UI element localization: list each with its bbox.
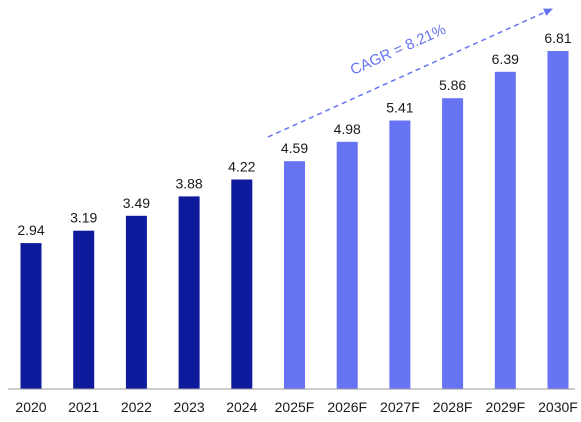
x-tick-2020: 2020 <box>15 399 46 415</box>
bar-2025F <box>284 161 305 389</box>
bar-2027F <box>389 120 411 389</box>
bar-2023 <box>178 196 200 389</box>
x-tick-2028F: 2028F <box>433 399 473 415</box>
bar-2024 <box>231 179 253 389</box>
value-label-2023: 3.88 <box>175 175 202 191</box>
bar-2021 <box>73 230 95 389</box>
x-tick-2026F: 2026F <box>327 399 367 415</box>
x-tick-2022: 2022 <box>121 399 152 415</box>
bar-2028F <box>442 98 464 389</box>
value-label-2026F: 4.98 <box>334 121 361 137</box>
bar-2029F <box>494 71 516 390</box>
value-label-2025F: 4.59 <box>281 140 308 156</box>
value-label-2029F: 6.39 <box>492 51 519 67</box>
x-tick-2030F: 2030F <box>538 399 578 415</box>
value-label-2027F: 5.41 <box>386 100 413 116</box>
cagr-text: CAGR = 8.21% <box>348 21 449 79</box>
bar-2030F <box>547 51 569 389</box>
value-label-2022: 3.49 <box>123 195 150 211</box>
x-tick-2024: 2024 <box>226 399 257 415</box>
value-label-2020: 2.94 <box>17 222 44 238</box>
x-tick-2025F: 2025F <box>275 399 315 415</box>
cagr-arrow <box>267 8 553 138</box>
x-tick-2027F: 2027F <box>380 399 420 415</box>
x-tick-2023: 2023 <box>174 399 205 415</box>
bar-2022 <box>125 215 147 389</box>
value-label-2030F: 6.81 <box>544 30 571 46</box>
value-label-2021: 3.19 <box>70 210 97 226</box>
value-labels-group: 2.94 3.19 3.49 3.88 4.22 4.59 4.98 5.41 5.86 6.39… <box>17 30 571 238</box>
bar-2020 <box>20 243 42 389</box>
bar-2026F <box>336 141 358 389</box>
bars-group <box>20 51 569 390</box>
x-tick-2029F: 2029F <box>485 399 525 415</box>
x-tick-2021: 2021 <box>68 399 99 415</box>
value-label-2024: 4.22 <box>228 159 255 175</box>
x-tick-labels-group: 2020 2021 2022 2023 2024 2025F 2026F 2027F 2028F… <box>15 399 577 415</box>
value-label-2028F: 5.86 <box>439 77 466 93</box>
